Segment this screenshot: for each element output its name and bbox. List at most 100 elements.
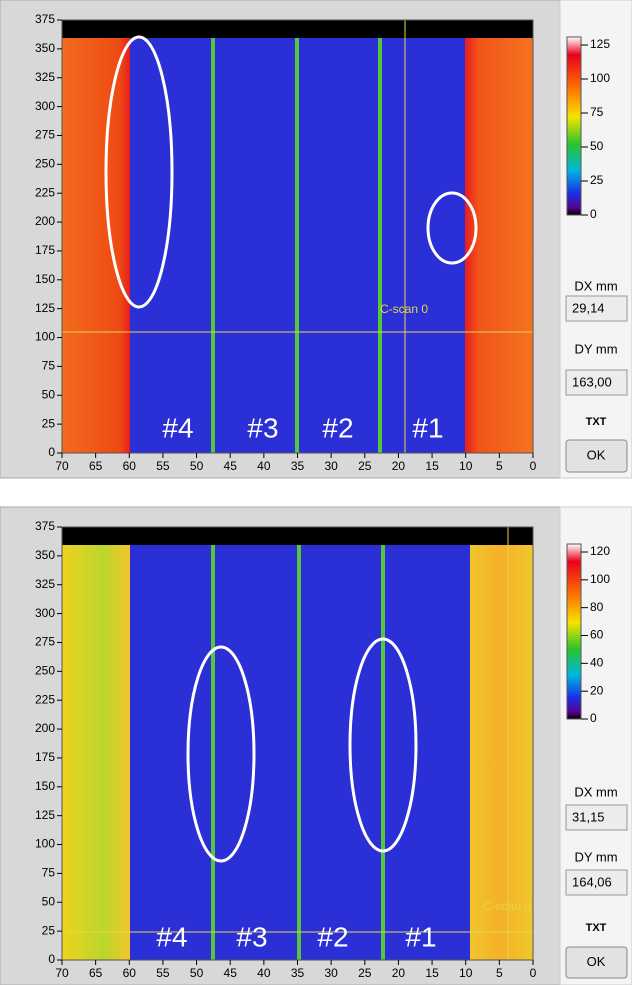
txt-label: TXT xyxy=(586,416,607,428)
x-tick-label: 30 xyxy=(324,459,338,473)
weld-line xyxy=(378,38,382,453)
colorbar-tick-label: 40 xyxy=(590,656,604,670)
colorbar-tick-label: 100 xyxy=(590,71,610,85)
colorbar-tick-label: 0 xyxy=(590,711,597,725)
x-tick-label: 55 xyxy=(156,459,170,473)
x-tick-label: 65 xyxy=(89,459,103,473)
scan-left-edge xyxy=(62,20,130,453)
y-tick-label: 50 xyxy=(42,387,56,401)
x-tick-label: 5 xyxy=(496,966,503,980)
colorbar-tick-label: 0 xyxy=(590,207,597,221)
y-tick-label: 175 xyxy=(35,243,55,257)
x-tick-label: 20 xyxy=(392,966,406,980)
dy-value: 164,06 xyxy=(572,874,612,889)
y-tick-label: 375 xyxy=(35,12,55,26)
x-tick-label: 25 xyxy=(358,966,372,980)
x-tick-label: 20 xyxy=(392,459,406,473)
x-tick-label: 0 xyxy=(530,459,537,473)
region-label: #3 xyxy=(247,412,278,443)
weld-line xyxy=(297,545,301,960)
cursor-label: C-scan 0 xyxy=(380,302,428,316)
scan-panel: C-scan 0#4#3#2#1025507510012515017520022… xyxy=(0,0,632,478)
y-tick-label: 300 xyxy=(35,99,55,113)
txt-label: TXT xyxy=(586,922,607,934)
x-tick-label: 5 xyxy=(496,459,503,473)
x-tick-label: 55 xyxy=(156,966,170,980)
colorbar-tick-label: 20 xyxy=(590,683,604,697)
y-tick-label: 250 xyxy=(35,664,55,678)
colorbar-tick-label: 50 xyxy=(590,139,604,153)
x-tick-label: 25 xyxy=(358,459,372,473)
y-tick-label: 50 xyxy=(42,894,56,908)
y-tick-label: 75 xyxy=(42,359,56,373)
x-tick-label: 0 xyxy=(530,966,537,980)
y-tick-label: 100 xyxy=(35,330,55,344)
y-tick-label: 275 xyxy=(35,128,55,142)
cursor-label: C-scan 0 xyxy=(483,899,531,913)
colorbar-tick-label: 80 xyxy=(590,600,604,614)
region-label: #4 xyxy=(156,921,187,952)
y-tick-label: 250 xyxy=(35,157,55,171)
x-tick-label: 50 xyxy=(190,459,204,473)
ok-button-label[interactable]: OK xyxy=(587,954,606,969)
y-tick-label: 375 xyxy=(35,519,55,533)
y-tick-label: 125 xyxy=(35,301,55,315)
scan-left-edge xyxy=(62,527,130,960)
weld-line xyxy=(211,545,215,960)
screen: C-scan 0#4#3#2#1025507510012515017520022… xyxy=(0,0,632,985)
scan-top-strip xyxy=(62,20,533,38)
y-tick-label: 350 xyxy=(35,548,55,562)
x-tick-label: 35 xyxy=(291,966,305,980)
colorbar-tick-label: 25 xyxy=(590,173,604,187)
dy-value: 163,00 xyxy=(572,374,612,389)
y-tick-label: 350 xyxy=(35,41,55,55)
x-tick-label: 40 xyxy=(257,966,271,980)
colorbar-tick-label: 120 xyxy=(590,544,610,558)
region-label: #1 xyxy=(412,412,443,443)
x-tick-label: 45 xyxy=(224,966,238,980)
x-tick-label: 40 xyxy=(257,459,271,473)
y-tick-label: 125 xyxy=(35,808,55,822)
x-tick-label: 70 xyxy=(55,459,69,473)
x-tick-label: 50 xyxy=(190,966,204,980)
y-tick-label: 200 xyxy=(35,214,55,228)
y-tick-label: 0 xyxy=(48,445,55,459)
colorbar-tick-label: 125 xyxy=(590,37,610,51)
x-tick-label: 10 xyxy=(459,966,473,980)
y-tick-label: 325 xyxy=(35,70,55,84)
x-tick-label: 65 xyxy=(89,966,103,980)
scan-top-strip xyxy=(62,527,533,545)
y-tick-label: 150 xyxy=(35,779,55,793)
ok-button-label[interactable]: OK xyxy=(587,447,606,462)
x-tick-label: 30 xyxy=(324,966,338,980)
dy-label: DY mm xyxy=(574,341,617,356)
x-tick-label: 10 xyxy=(459,459,473,473)
region-label: #2 xyxy=(317,921,348,952)
y-tick-label: 200 xyxy=(35,721,55,735)
dx-value: 31,15 xyxy=(572,809,605,824)
region-label: #4 xyxy=(162,412,193,443)
y-tick-label: 25 xyxy=(42,416,56,430)
y-tick-label: 225 xyxy=(35,185,55,199)
x-tick-label: 35 xyxy=(291,459,305,473)
colorbar xyxy=(567,544,581,719)
region-label: #1 xyxy=(405,921,436,952)
y-tick-label: 0 xyxy=(48,952,55,966)
x-tick-label: 15 xyxy=(425,459,439,473)
dx-label: DX mm xyxy=(574,278,617,293)
dx-value: 29,14 xyxy=(572,300,605,315)
colorbar-tick-label: 60 xyxy=(590,628,604,642)
x-tick-label: 70 xyxy=(55,966,69,980)
x-tick-label: 60 xyxy=(123,459,137,473)
colorbar-tick-label: 100 xyxy=(590,572,610,586)
scan-right-edge xyxy=(470,527,533,960)
y-tick-label: 25 xyxy=(42,923,56,937)
page: C-scan 0#4#3#2#1025507510012515017520022… xyxy=(0,0,632,985)
y-tick-label: 100 xyxy=(35,837,55,851)
y-tick-label: 75 xyxy=(42,866,56,880)
x-tick-label: 15 xyxy=(425,966,439,980)
y-tick-label: 150 xyxy=(35,272,55,286)
y-tick-label: 225 xyxy=(35,692,55,706)
x-tick-label: 60 xyxy=(123,966,137,980)
y-tick-label: 300 xyxy=(35,606,55,620)
